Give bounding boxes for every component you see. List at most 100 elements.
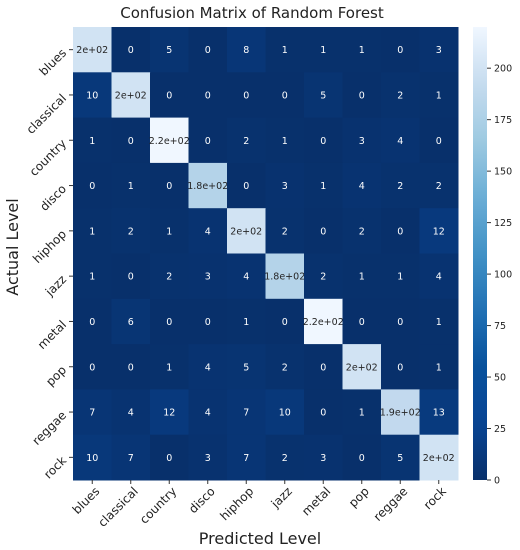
- cell-value-label: 12: [163, 408, 175, 419]
- heatmap-cell: [150, 298, 189, 345]
- heatmap-cell: [304, 344, 343, 390]
- heatmap-cell: [419, 72, 459, 119]
- heatmap-cell: [150, 434, 189, 481]
- heatmap-cell: [111, 117, 151, 164]
- heatmap-cell: [342, 298, 382, 345]
- cell-value-label: 1: [282, 136, 288, 147]
- heatmap-cell: [188, 344, 228, 390]
- heatmap-cell: [227, 27, 266, 73]
- heatmap-cell: [111, 72, 151, 119]
- heatmap-cell: [73, 208, 112, 254]
- heatmap-cell: [304, 72, 343, 119]
- heatmap-cell: [419, 253, 459, 300]
- heatmap-cell: [150, 253, 189, 300]
- cell-value-label: 0: [166, 90, 172, 101]
- cell-value-label: 10: [86, 453, 98, 464]
- heatmap-cell: [188, 253, 228, 300]
- heatmap-cell: [381, 27, 420, 73]
- cell-value-label: 2: [320, 272, 326, 283]
- colorbar-tick-label: 125: [494, 218, 512, 229]
- x-tick-label: reggae: [371, 484, 411, 524]
- cell-value-label: 1: [436, 317, 442, 328]
- cell-value-label: 3: [205, 272, 211, 283]
- heatmap-cell: [227, 72, 266, 119]
- heatmap-cell: [419, 162, 459, 209]
- cell-value-label: 1: [397, 272, 403, 283]
- heatmap-cell: [150, 208, 189, 254]
- cell-value-label: 3: [282, 181, 288, 192]
- heatmap-cell: [73, 117, 112, 164]
- heatmap-cell: [227, 434, 266, 481]
- y-tick-label: classical: [24, 91, 70, 137]
- heatmap-cell: [419, 434, 459, 481]
- colorbar: [473, 27, 487, 480]
- y-tick-label: blues: [36, 46, 69, 79]
- colorbar-tick-label: 150: [494, 167, 512, 178]
- y-tick-label: country: [27, 136, 69, 178]
- cell-value-label: 1: [436, 90, 442, 101]
- cell-value-label: 0: [320, 362, 326, 373]
- heatmap-cell: [381, 208, 420, 254]
- cell-value-label: 2: [128, 226, 134, 237]
- heatmap-cell: [188, 72, 228, 119]
- x-tick-label: metal: [299, 484, 333, 518]
- cell-value-label: 0: [243, 181, 249, 192]
- colorbar-tick-label: 100: [494, 270, 512, 281]
- cell-value-label: 7: [128, 453, 134, 464]
- cell-value-label: 2e+02: [423, 453, 455, 464]
- heatmap-cell: [73, 389, 112, 436]
- heatmap-cell: [188, 298, 228, 345]
- heatmap-cell: [188, 27, 228, 73]
- cell-value-label: 0: [205, 136, 211, 147]
- colorbar-tick-label: 175: [494, 115, 512, 126]
- heatmap-cells: 2e+02 0 5 0 8 1 1 1 0 310 2e+02 0 0 0 0 5 0 2 11 0 2.2e+02 0 2…: [73, 27, 459, 481]
- cell-value-label: 4: [243, 272, 249, 283]
- heatmap-cell: [419, 344, 459, 390]
- heatmap-cell: [73, 298, 112, 345]
- heatmap-cell: [419, 298, 459, 345]
- y-tick-label: hiphop: [30, 227, 69, 266]
- cell-value-label: 0: [166, 181, 172, 192]
- cell-value-label: 5: [243, 362, 249, 373]
- cell-value-label: 3: [320, 453, 326, 464]
- heatmap-cell: [265, 72, 305, 119]
- x-tick-label: jazz: [268, 484, 295, 511]
- chart-title: Confusion Matrix of Random Forest: [120, 4, 384, 22]
- cell-value-label: 0: [397, 362, 403, 373]
- heatmap-cell: [73, 72, 112, 119]
- cell-value-label: 0: [128, 136, 134, 147]
- cell-value-label: 2: [359, 226, 365, 237]
- x-tick-label: pop: [346, 484, 372, 510]
- cell-value-label: 0: [397, 317, 403, 328]
- x-tick-label: blues: [70, 484, 103, 517]
- heatmap-cell: [111, 344, 151, 390]
- heatmap-cell: [265, 27, 305, 73]
- heatmap-cell: [227, 344, 266, 390]
- cell-value-label: 0: [128, 45, 134, 56]
- y-tick-label: rock: [41, 454, 69, 482]
- heatmap-cell: [227, 253, 266, 300]
- cell-value-label: 4: [205, 408, 211, 419]
- y-tick-label: pop: [43, 363, 69, 389]
- cell-value-label: 4: [205, 226, 211, 237]
- cell-value-label: 6: [128, 317, 134, 328]
- cell-value-label: 0: [359, 90, 365, 101]
- heatmap-cell: [265, 389, 305, 436]
- heatmap-cell: [111, 208, 151, 254]
- y-tick-label: reggae: [30, 408, 70, 448]
- heatmap-cell: [304, 117, 343, 164]
- cell-value-label: 2e+02: [230, 226, 262, 237]
- heatmap-cell: [111, 434, 151, 481]
- heatmap-cell: [342, 27, 382, 73]
- heatmap-cell: [73, 434, 112, 481]
- cell-value-label: 1: [89, 226, 95, 237]
- cell-value-label: 1: [243, 317, 249, 328]
- cell-value-label: 2: [282, 453, 288, 464]
- heatmap-cell: [188, 117, 228, 164]
- cell-value-label: 0: [205, 90, 211, 101]
- cell-value-label: 7: [243, 453, 249, 464]
- cell-value-label: 2: [397, 181, 403, 192]
- colorbar-tick-label: 75: [494, 321, 506, 332]
